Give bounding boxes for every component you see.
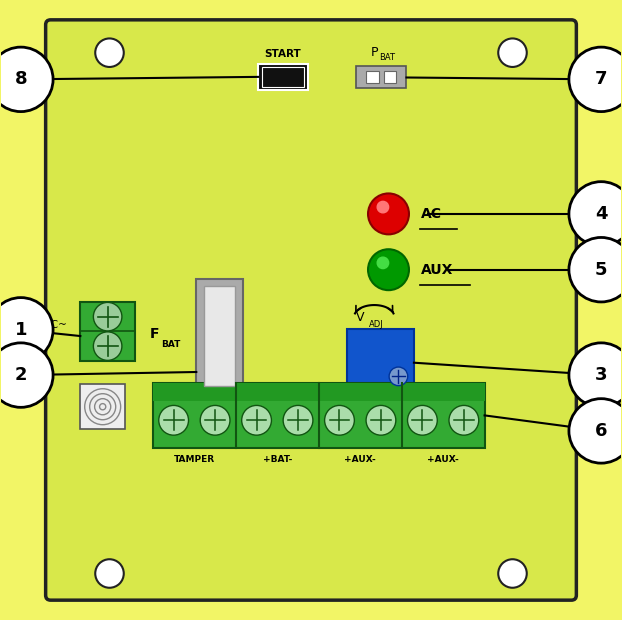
Bar — [384, 71, 396, 83]
Circle shape — [159, 405, 188, 435]
Circle shape — [200, 405, 230, 435]
Bar — [204, 286, 235, 386]
Circle shape — [95, 559, 124, 588]
Text: +AUX-: +AUX- — [427, 455, 459, 464]
Circle shape — [407, 405, 437, 435]
Bar — [356, 66, 407, 88]
Circle shape — [368, 249, 409, 290]
Text: TAMPER: TAMPER — [174, 455, 215, 464]
Text: 4: 4 — [595, 205, 608, 223]
Circle shape — [569, 182, 622, 246]
Text: 3: 3 — [595, 366, 608, 384]
Circle shape — [0, 298, 53, 362]
Circle shape — [498, 559, 527, 588]
Bar — [262, 67, 304, 87]
Text: ADJ: ADJ — [369, 319, 384, 329]
Circle shape — [366, 405, 396, 435]
Circle shape — [449, 405, 479, 435]
Circle shape — [325, 405, 355, 435]
Text: +BAT-: +BAT- — [262, 455, 292, 464]
Text: 7: 7 — [595, 70, 608, 89]
Circle shape — [389, 367, 407, 386]
Circle shape — [377, 202, 389, 213]
Circle shape — [93, 332, 122, 360]
Circle shape — [498, 38, 527, 67]
Circle shape — [242, 405, 271, 435]
Text: AC: AC — [421, 207, 442, 221]
Text: 2: 2 — [14, 366, 27, 384]
Text: BAT: BAT — [161, 340, 180, 349]
Text: P: P — [371, 46, 378, 59]
Circle shape — [0, 343, 53, 407]
Circle shape — [368, 193, 409, 234]
Text: V: V — [356, 311, 364, 324]
Circle shape — [377, 257, 389, 268]
Text: ~AC~: ~AC~ — [36, 321, 68, 330]
Text: 8: 8 — [14, 70, 27, 89]
Text: START: START — [265, 49, 302, 59]
Text: +AUX-: +AUX- — [345, 455, 376, 464]
Bar — [347, 329, 414, 388]
Circle shape — [569, 343, 622, 407]
Text: F: F — [150, 327, 159, 340]
Bar — [80, 384, 125, 429]
Text: 6: 6 — [595, 422, 608, 440]
Text: BAT: BAT — [379, 53, 395, 62]
Circle shape — [569, 237, 622, 302]
Text: 5: 5 — [595, 260, 608, 279]
Text: 1: 1 — [14, 321, 27, 339]
Bar — [197, 279, 243, 394]
Circle shape — [95, 38, 124, 67]
Bar — [258, 64, 308, 90]
Bar — [366, 71, 379, 83]
Text: AUX: AUX — [421, 263, 453, 277]
Circle shape — [569, 399, 622, 463]
Bar — [153, 383, 485, 401]
Bar — [80, 302, 135, 361]
Circle shape — [569, 47, 622, 112]
Circle shape — [283, 405, 313, 435]
Circle shape — [93, 303, 122, 331]
Bar — [153, 383, 485, 448]
FancyBboxPatch shape — [45, 20, 577, 600]
Circle shape — [0, 47, 53, 112]
